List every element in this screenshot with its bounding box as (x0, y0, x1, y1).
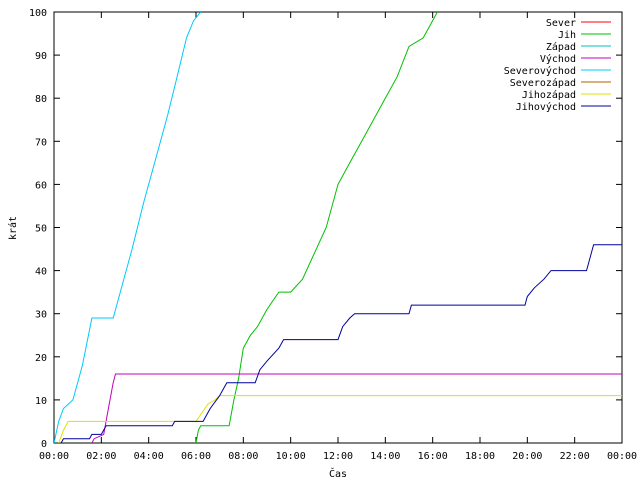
legend-label: Západ (546, 41, 576, 53)
x-tick-label: 04:00 (134, 451, 164, 462)
y-tick-label: 40 (35, 267, 47, 278)
y-tick-label: 70 (35, 137, 47, 148)
legend-label: Severozápad (510, 77, 576, 89)
x-tick-label: 10:00 (276, 451, 306, 462)
y-tick-label: 60 (35, 180, 47, 191)
y-tick-label: 30 (35, 310, 47, 321)
legend-label: Severovýchod (504, 65, 576, 77)
y-tick-label: 0 (41, 439, 47, 450)
x-tick-label: 02:00 (86, 451, 116, 462)
x-tick-label: 20:00 (512, 451, 542, 462)
legend: SeverJihZápadVýchodSeverovýchodSeverozáp… (504, 18, 611, 113)
x-tick-label: 12:00 (323, 451, 353, 462)
x-tick-label: 18:00 (465, 451, 495, 462)
series-line-3 (91, 373, 622, 443)
x-axis-label: Čas (329, 467, 347, 480)
y-tick-label: 10 (35, 396, 47, 407)
legend-label: Jihovýchod (516, 101, 576, 113)
x-tick-label: 08:00 (228, 451, 258, 462)
x-tick-label: 06:00 (181, 451, 211, 462)
legend-label: Sever (546, 18, 576, 29)
series-line-7 (60, 244, 622, 443)
legend-label: Východ (540, 53, 576, 65)
x-tick-label: 00:00 (607, 451, 637, 462)
axis-ticks: 0 10 20 30 40 50 60 70 80 90 100 00:00 02:00 04:00 06:… (29, 8, 637, 462)
series-lines (54, 12, 622, 443)
y-tick-label: 50 (35, 224, 47, 235)
y-tick-label: 80 (35, 94, 47, 105)
y-axis-label: krát (7, 216, 19, 240)
series-line-6 (58, 395, 622, 443)
series-line-4 (54, 12, 202, 443)
y-tick-label: 20 (35, 353, 47, 364)
x-tick-label: 22:00 (560, 451, 590, 462)
x-tick-label: 16:00 (418, 451, 448, 462)
y-tick-label: 100 (29, 8, 47, 19)
legend-label: Jihozápad (522, 89, 576, 101)
x-tick-label: 14:00 (370, 451, 400, 462)
y-tick-label: 90 (35, 51, 47, 62)
legend-label: Jih (558, 30, 576, 41)
x-tick-label: 00:00 (39, 451, 69, 462)
series-line-1 (195, 12, 438, 443)
